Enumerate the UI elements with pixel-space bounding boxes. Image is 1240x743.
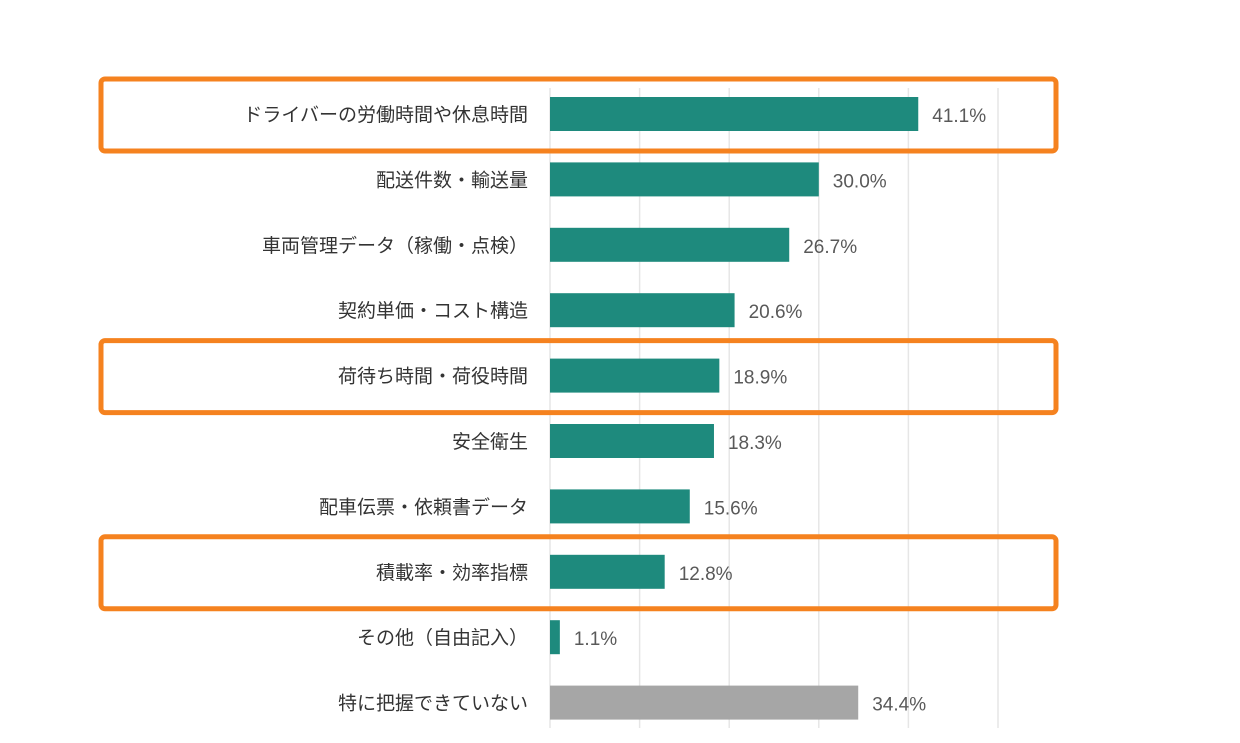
category-label: 車両管理データ（稼働・点検）: [262, 235, 528, 257]
category-label: ドライバーの労働時間や休息時間: [243, 104, 528, 126]
value-label: 1.1%: [574, 629, 617, 650]
value-label: 34.4%: [872, 695, 926, 716]
highlight-boxes: [98, 76, 1059, 612]
bar: [550, 685, 859, 720]
category-label: その他（自由記入）: [357, 627, 528, 649]
bar: [550, 358, 720, 393]
value-label: 30.0%: [833, 171, 887, 192]
bars: [550, 97, 919, 720]
bar: [550, 162, 819, 197]
category-label: 安全衛生: [452, 431, 528, 453]
highlight-box: [98, 338, 1059, 416]
value-labels: 41.1% 30.0% 26.7% 20.6% 18.9% 18.3% 15.6% 12.8%…: [574, 106, 986, 716]
highlight-box: [98, 534, 1059, 612]
category-label: 特に把握できていない: [338, 693, 528, 715]
bar: [550, 227, 790, 262]
value-label: 18.9%: [733, 368, 787, 389]
value-label: 18.3%: [728, 433, 782, 454]
value-label: 15.6%: [704, 498, 758, 519]
value-label: 20.6%: [749, 302, 803, 323]
category-label: 積載率・効率指標: [376, 562, 528, 584]
bar: [550, 293, 735, 328]
value-label: 26.7%: [803, 237, 857, 258]
category-label: 荷待ち時間・荷役時間: [338, 366, 528, 388]
bar: [550, 97, 919, 131]
bar: [550, 554, 665, 589]
bar: [550, 489, 690, 524]
bar: [550, 424, 714, 458]
bar: [550, 620, 560, 655]
value-label: 41.1%: [932, 106, 986, 127]
category-label: 契約単価・コスト構造: [338, 300, 528, 322]
value-label: 12.8%: [679, 564, 733, 585]
category-label: 配車伝票・依頼書データ: [319, 496, 528, 518]
category-label: 配送件数・輸送量: [376, 169, 528, 191]
highlight-box: [98, 76, 1059, 154]
